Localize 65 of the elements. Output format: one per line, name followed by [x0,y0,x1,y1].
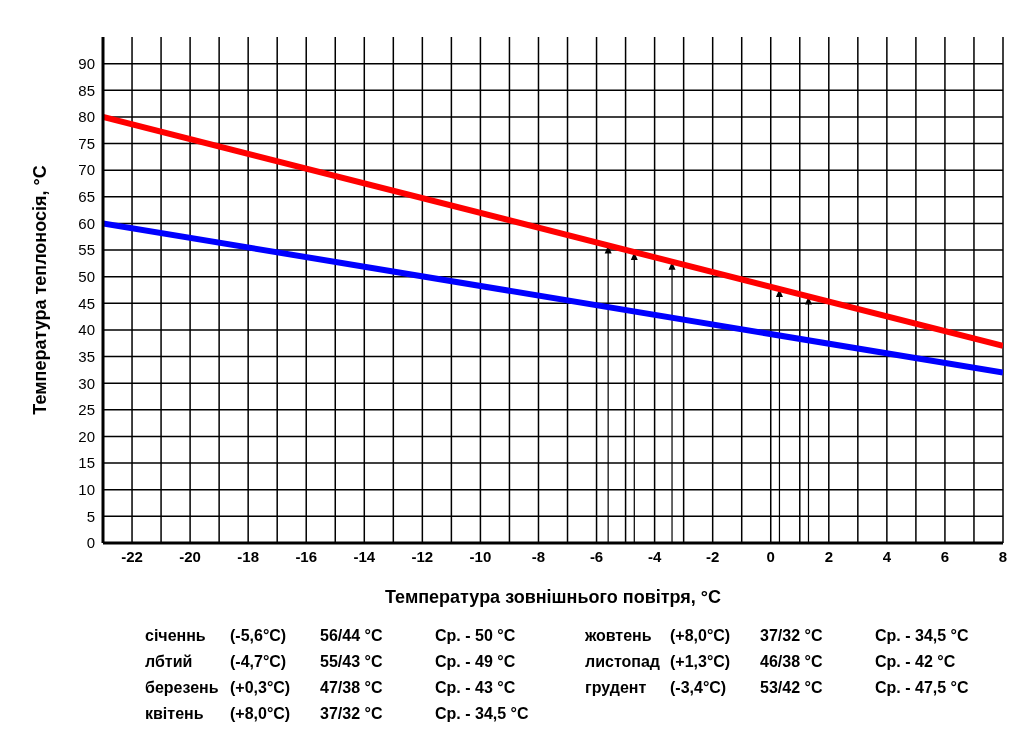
x-tick-label: -16 [295,547,318,565]
y-tick-label: 45 [78,294,95,312]
y-tick-label: 35 [78,347,95,365]
x-tick-label: 2 [824,547,833,565]
y-tick-label: 85 [78,81,95,99]
text: 37/32 °C [760,627,824,645]
text: (+8,0°C) [670,627,732,645]
x-tick-label: 8 [998,547,1008,565]
y-tick-label: 30 [78,374,95,392]
text: (-5,6°C) [230,627,288,645]
text: Ср. - 34,5 °C [435,705,530,723]
x-tick-label: -18 [237,547,260,565]
x-tick-label: -12 [411,547,434,565]
x-tick-label: -20 [179,547,201,565]
x-tick-label: -4 [647,547,662,565]
text: січеннь [145,627,207,645]
y-tick-label: 0 [86,534,95,552]
y-tick-label: 80 [78,108,95,126]
text: 55/43 °C [320,653,384,671]
text: (-4,7°C) [230,653,288,671]
y-tick-label: 60 [78,214,95,232]
text: (+1,3°C) [670,653,732,671]
x-tick-label: -6 [589,547,604,565]
text: Ср. - 47,5 °C [875,679,970,697]
x-tick-label: -10 [469,547,492,565]
text: листопад [585,653,661,671]
x-tick-label: -22 [121,547,143,565]
text: 46/38 °C [760,653,824,671]
text: Ср. - 49 °C [435,653,517,671]
text: квітень [145,705,205,723]
text: лбтий [145,653,194,671]
text: (+0,3°C) [230,679,292,697]
y-tick-label: 10 [78,481,95,499]
text: березень [145,679,220,697]
y-tick-label: 65 [78,188,95,206]
y-tick-label: 25 [78,401,95,419]
x-tick-label: -8 [531,547,546,565]
y-axis-title: Температура теплоносія, °C [30,165,51,415]
text: Ср. - 34,5 °C [875,627,970,645]
x-tick-label: 0 [766,547,775,565]
y-tick-label: 55 [78,241,95,259]
text: (+8,0°C) [230,705,292,723]
text: 56/44 °C [320,627,384,645]
text: 53/42 °C [760,679,824,697]
y-tick-label: 90 [78,54,95,72]
text: грудент [585,679,648,697]
y-tick-label: 40 [78,321,95,339]
text: Ср. - 50 °C [435,627,517,645]
x-tick-label: 6 [940,547,950,565]
text: (-3,4°C) [670,679,728,697]
x-tick-label: 4 [882,547,892,565]
x-tick-label: -2 [706,547,720,565]
y-tick-label: 5 [86,507,95,525]
text: Ср. - 42 °C [875,653,957,671]
y-tick-label: 15 [78,454,95,472]
y-tick-label: 50 [78,268,95,286]
x-tick-label: -14 [353,547,376,565]
y-tick-label: 20 [78,427,95,445]
y-tick-label: 70 [78,161,95,179]
y-tick-label: 75 [78,134,95,152]
text: Ср. - 43 °C [435,679,517,697]
text: 37/32 °C [320,705,384,723]
x-axis-title: Температура зовнішнього повітря, °C [385,587,721,607]
text: жовтень [585,627,653,645]
text: 47/38 °C [320,679,384,697]
